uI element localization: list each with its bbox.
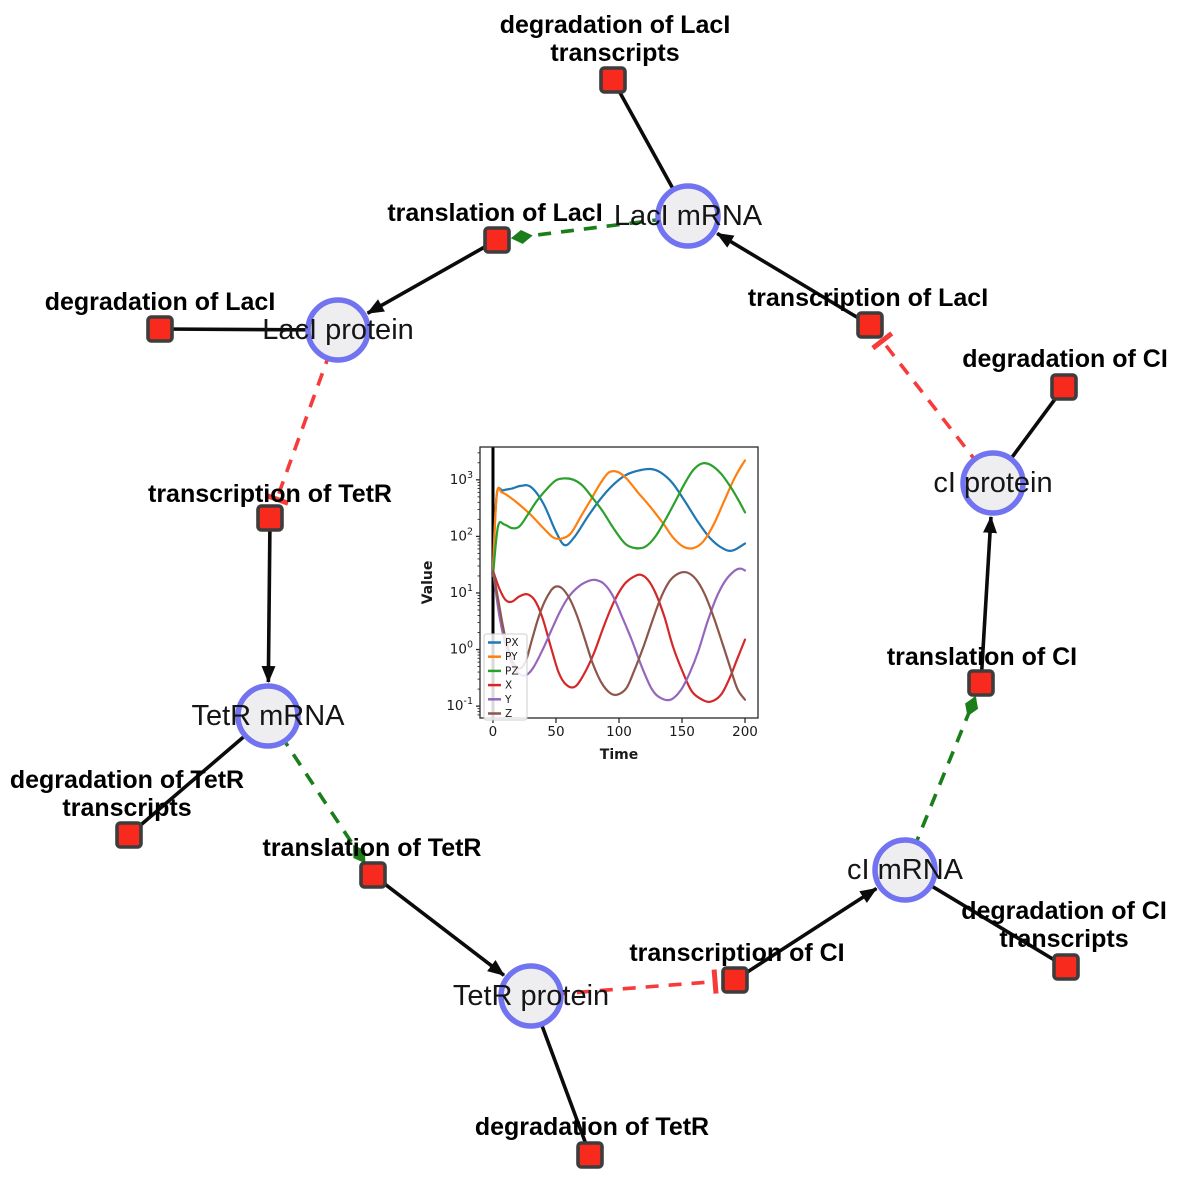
legend-label-PZ: PZ xyxy=(505,665,519,677)
species-label-tetr-protein: TetR protein xyxy=(453,980,609,1012)
species-node-ci-mrna[interactable] xyxy=(872,837,938,903)
species-node-laci-mrna[interactable] xyxy=(655,183,721,249)
species-label-laci-protein: LacI protein xyxy=(262,314,414,346)
reaction-label-transcription-of-tetr: transcription of TetR xyxy=(148,480,392,508)
reaction-label-deg-ci-transcripts: transcripts xyxy=(999,925,1128,953)
edge-transcription-of-laci-to-laci-mrna xyxy=(716,231,871,327)
x-tick-label: 200 xyxy=(732,724,758,740)
reaction-node-deg-laci-transcripts[interactable] xyxy=(599,66,627,94)
edge-translation-of-ci-to-ci-protein xyxy=(979,515,997,684)
legend-label-Y: Y xyxy=(504,694,512,706)
x-tick-label: 150 xyxy=(669,724,695,740)
legend-label-PX: PX xyxy=(505,637,519,649)
reaction-node-transcription-of-ci[interactable] xyxy=(721,966,749,994)
reaction-label-translation-of-tetr: translation of TetR xyxy=(263,834,482,862)
reaction-node-transcription-of-laci[interactable] xyxy=(856,311,884,339)
reaction-label-deg-laci-transcripts: transcripts xyxy=(550,39,679,67)
legend-label-PY: PY xyxy=(505,651,518,663)
plot-background xyxy=(420,428,776,776)
reaction-label-deg-tetr-transcripts: transcripts xyxy=(62,794,191,822)
y-tick-label: 103 xyxy=(450,470,473,488)
species-label-tetr-mrna: TetR mRNA xyxy=(191,700,345,732)
edge-translation-of-tetr-to-tetr-protein xyxy=(371,873,506,977)
species-node-tetr-mrna[interactable] xyxy=(235,683,301,749)
reaction-node-translation-of-tetr[interactable] xyxy=(359,861,387,889)
species-node-laci-protein[interactable] xyxy=(305,297,371,363)
series-line-PZ xyxy=(491,461,747,577)
reaction-node-transcription-of-tetr[interactable] xyxy=(256,504,284,532)
reaction-node-deg-tetr-transcripts[interactable] xyxy=(115,821,143,849)
plot-border xyxy=(479,446,759,719)
edge-transcription-of-tetr-to-tetr-mrna xyxy=(261,517,276,684)
x-axis-label: Time xyxy=(600,747,638,763)
y-tick-label: 102 xyxy=(450,526,473,544)
x-tick-label: 0 xyxy=(489,724,498,740)
reaction-label-deg-tetr-transcripts: degradation of TetR xyxy=(10,766,244,794)
legend-label-X: X xyxy=(505,680,512,692)
y-tick-label: 10-1 xyxy=(446,696,473,714)
reaction-node-deg-ci[interactable] xyxy=(1050,373,1078,401)
inset-plot: 0 50 100 150 20010310210110010-1TimeValuePXP… xyxy=(420,428,776,776)
species-label-ci-mrna: cI mRNA xyxy=(847,854,964,886)
series-line-X xyxy=(491,569,747,704)
reaction-label-deg-ci: degradation of CI xyxy=(962,345,1168,373)
reaction-node-deg-tetr[interactable] xyxy=(576,1141,604,1169)
reaction-node-translation-of-laci[interactable] xyxy=(483,226,511,254)
reaction-label-deg-tetr: degradation of TetR xyxy=(475,1113,709,1141)
reaction-node-translation-of-ci[interactable] xyxy=(967,669,995,697)
reaction-label-deg-laci: degradation of LacI xyxy=(45,288,276,316)
reaction-label-translation-of-ci: translation of CI xyxy=(887,643,1077,671)
species-label-ci-protein: cI protein xyxy=(933,467,1052,499)
species-node-ci-protein[interactable] xyxy=(960,450,1026,516)
y-tick-label: 100 xyxy=(450,640,473,658)
reaction-label-transcription-of-laci: transcription of LacI xyxy=(748,284,988,312)
series-line-PY xyxy=(491,459,747,572)
x-tick-label: 50 xyxy=(547,724,564,740)
x-tick-label: 100 xyxy=(606,724,632,740)
series-line-PX xyxy=(491,467,747,568)
reaction-node-deg-ci-transcripts[interactable] xyxy=(1052,953,1080,981)
species-label-laci-mrna: LacI mRNA xyxy=(614,200,763,232)
reaction-label-deg-ci-transcripts: degradation of CI xyxy=(961,897,1167,925)
y-tick-label: 101 xyxy=(450,583,473,601)
reaction-label-transcription-of-ci: transcription of CI xyxy=(629,939,844,967)
edge-translation-of-laci-to-laci-protein xyxy=(366,238,498,315)
legend-label-Z: Z xyxy=(505,708,512,720)
reaction-label-deg-laci-transcripts: degradation of LacI xyxy=(500,11,731,39)
y-axis-label: Value xyxy=(420,561,436,605)
reaction-node-deg-laci[interactable] xyxy=(146,315,174,343)
edge-transcription-of-ci-to-ci-mrna xyxy=(734,886,878,982)
reaction-label-translation-of-laci: translation of LacI xyxy=(387,199,602,227)
species-node-tetr-protein[interactable] xyxy=(498,963,564,1029)
legend: PX PY PZ XYZ xyxy=(483,633,528,721)
